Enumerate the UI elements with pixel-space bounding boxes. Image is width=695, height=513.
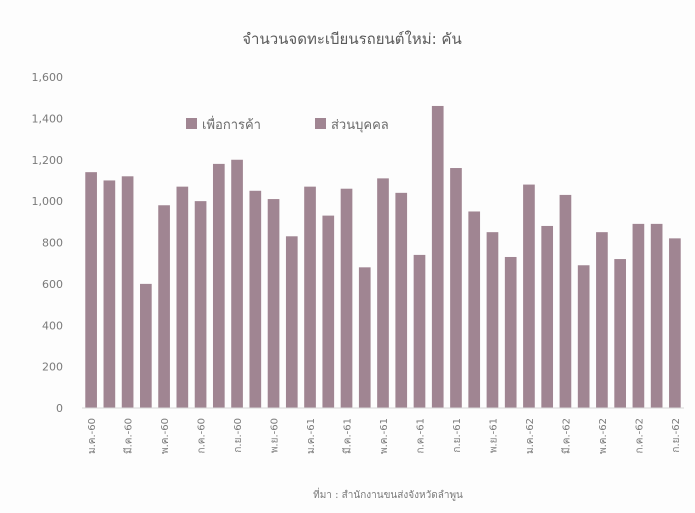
- bar: [468, 211, 481, 408]
- bar: [395, 192, 408, 408]
- bar: [249, 190, 262, 408]
- bar: [322, 215, 335, 408]
- x-tick-label: มี.ค.-60: [123, 418, 135, 454]
- y-tick-label: 1,200: [32, 154, 64, 167]
- bar: [121, 176, 134, 408]
- bar: [650, 223, 663, 408]
- y-tick-label: 200: [42, 361, 63, 374]
- bar: [285, 236, 298, 408]
- chart-title: จำนวนจดทะเบียนรถยนต์ใหม่: คัน: [242, 30, 461, 48]
- bar: [523, 184, 535, 408]
- x-tick-label: พ.ย.-61: [488, 418, 499, 453]
- y-tick-label: 1,600: [32, 71, 64, 84]
- y-tick-label: 1,400: [32, 112, 64, 125]
- bar: [504, 256, 517, 408]
- x-tick-label: พ.ค.-60: [160, 418, 171, 454]
- bar: [541, 225, 554, 408]
- bar: [559, 194, 572, 408]
- x-tick-label: มี.ค.-62: [560, 418, 572, 454]
- bar: [103, 180, 116, 408]
- bar: [431, 105, 444, 409]
- x-axis-ticks: ม.ค.-60 มี.ค.-60 พ.ค.-60 ก.ค.-60 ก.ย.-60 พ.ย.…: [87, 418, 682, 454]
- x-tick-label: ม.ค.-60: [87, 418, 98, 454]
- bar: [358, 267, 371, 408]
- bar: [486, 232, 499, 408]
- x-tick-label: ก.ย.-61: [452, 418, 463, 453]
- bar: [212, 163, 225, 408]
- y-tick-label: 1,000: [32, 195, 64, 208]
- bar: [377, 178, 389, 408]
- x-tick-label: ม.ค.-62: [525, 418, 536, 454]
- source-note: ที่มา : สำนักงานขนส่งจังหวัดลำพูน: [313, 487, 463, 501]
- bar: [596, 232, 608, 408]
- bar: [614, 259, 626, 408]
- x-tick-label: ก.ค.-61: [415, 418, 426, 453]
- bar: [267, 199, 280, 408]
- bar: [231, 159, 243, 408]
- bar: [194, 201, 207, 409]
- y-tick-label: 0: [56, 402, 63, 415]
- bar: [158, 205, 170, 408]
- bar: [632, 223, 645, 408]
- legend-label-personal: ส่วนบุคคล: [331, 118, 389, 133]
- bar: [304, 186, 316, 408]
- x-tick-label: พ.ค.-62: [598, 418, 609, 454]
- x-tick-label: ม.ค.-61: [306, 418, 317, 454]
- legend-label-commercial: เพื่อการค้า: [202, 118, 261, 133]
- bar: [176, 186, 189, 408]
- legend-swatch-commercial: [186, 118, 197, 129]
- bar: [340, 188, 353, 408]
- x-tick-label: พ.ค.-61: [379, 418, 390, 454]
- bar: [577, 265, 590, 408]
- x-tick-label: มี.ค.-61: [342, 418, 354, 454]
- x-tick-label: ก.ย.-60: [233, 418, 244, 453]
- bar: [669, 238, 681, 408]
- bar: [413, 254, 426, 408]
- y-axis-ticks: 0 200 400 600 800 1,000 1,200 1,400 1,600: [32, 71, 64, 415]
- x-tick-label: พ.ย.-60: [270, 418, 281, 453]
- legend-swatch-personal: [315, 118, 326, 129]
- bar: [85, 172, 97, 408]
- y-tick-label: 800: [42, 237, 63, 250]
- x-tick-label: ก.ย.-62: [671, 418, 682, 453]
- bar-series: [85, 105, 681, 409]
- y-tick-label: 400: [42, 319, 63, 332]
- bar: [450, 168, 462, 408]
- y-tick-label: 600: [42, 278, 63, 291]
- bar: [140, 283, 152, 409]
- x-tick-label: ก.ค.-60: [197, 418, 208, 453]
- x-tick-label: ก.ค.-62: [634, 418, 645, 453]
